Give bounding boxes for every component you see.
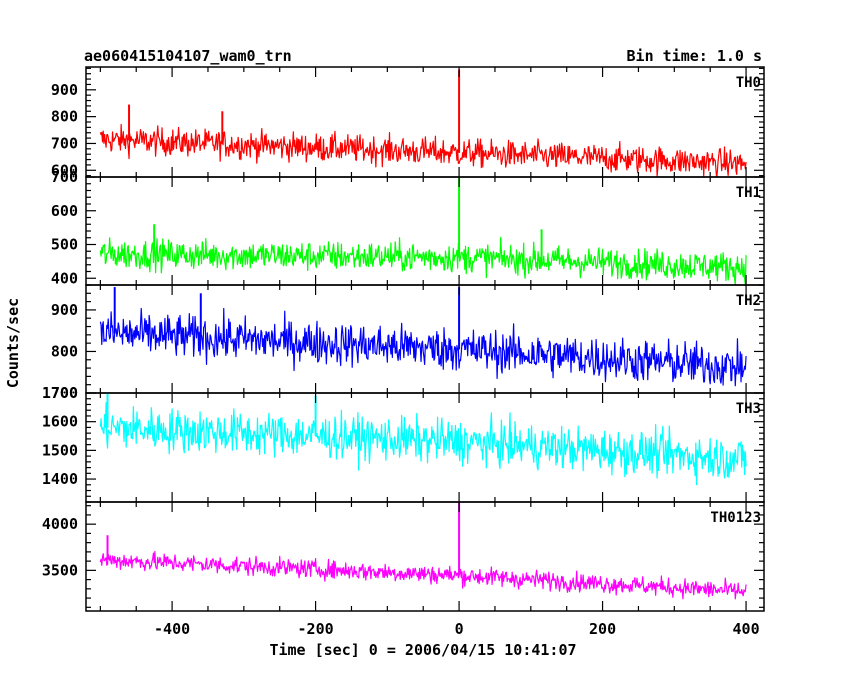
panel-frame	[85, 392, 765, 503]
y-tick-label: 900	[51, 81, 78, 99]
chart-title-left: ae060415104107_wam0_trn	[84, 47, 292, 65]
trace-th3	[99, 401, 747, 486]
x-tick-label: 400	[733, 620, 760, 638]
x-axis-label: Time [sec] 0 = 2006/04/15 10:41:07	[269, 641, 576, 659]
y-tick-label: 800	[51, 342, 78, 360]
y-tick-label: 700	[51, 168, 78, 186]
y-tick-label: 600	[51, 161, 78, 179]
y-tick-label: 700	[51, 384, 78, 402]
y-tick-label: 900	[51, 301, 78, 319]
y-tick-label: 3500	[42, 561, 78, 579]
y-tick-label: 800	[51, 108, 78, 126]
trace-th0123	[99, 550, 747, 600]
y-tick-label: 500	[51, 236, 78, 254]
y-tick-label: 1400	[42, 470, 78, 488]
x-tick-label: -200	[298, 620, 334, 638]
panel-label: TH1	[736, 185, 761, 201]
y-tick-label: 700	[51, 134, 78, 152]
panel-frame	[85, 176, 765, 286]
panel-th3: 1400 1500 1600 1700 TH3	[42, 384, 765, 503]
trace-th1	[99, 236, 747, 285]
x-tick-label: -400	[154, 620, 190, 638]
trace-th2	[99, 307, 747, 387]
x-tick-label: 0	[455, 620, 464, 638]
panel-frame	[85, 501, 765, 612]
panel-label: TH0	[736, 75, 761, 91]
panel-th0123: 3500 4000 TH0123	[42, 501, 765, 612]
panel-label: TH3	[736, 401, 761, 417]
y-tick-label: 1700	[42, 384, 78, 402]
panel-th1: 400 500 600 700 TH1	[51, 168, 765, 287]
y-tick-label: 400	[51, 269, 78, 287]
y-tick-label: 600	[51, 202, 78, 220]
panel-label: TH2	[736, 293, 761, 309]
x-tick-label: 200	[589, 620, 616, 638]
y-tick-label: 4000	[42, 515, 78, 533]
panel-th2: 700 800 900 TH2	[51, 284, 765, 402]
y-tick-label: 1500	[42, 441, 78, 459]
panel-label: TH0123	[710, 510, 761, 526]
y-axis-label: Counts/sec	[4, 298, 22, 388]
trace-th0	[99, 123, 747, 177]
y-tick-label: 1600	[42, 413, 78, 431]
panel-th0: 600 700 800 900 TH0	[51, 66, 765, 179]
chart-title-right: Bin time: 1.0 s	[627, 47, 762, 65]
